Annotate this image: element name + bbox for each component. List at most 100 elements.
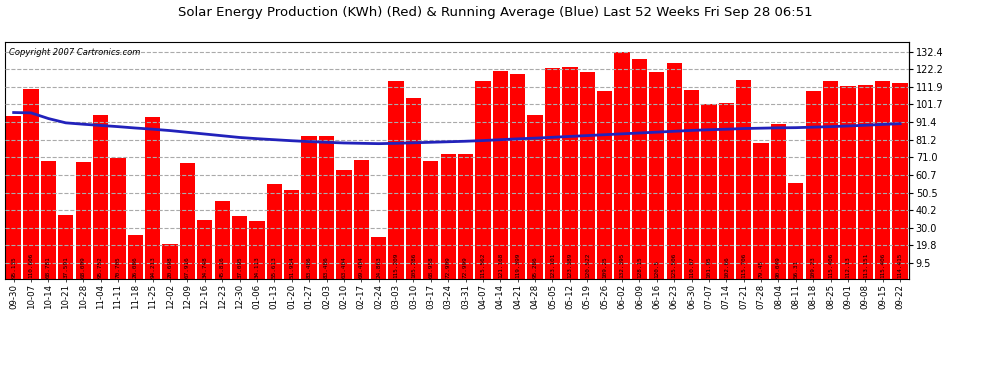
- Bar: [771, 124, 786, 279]
- Text: 119.399: 119.399: [515, 252, 520, 278]
- Text: 101.95: 101.95: [707, 256, 712, 278]
- Bar: [249, 221, 264, 279]
- Text: 83.486: 83.486: [307, 256, 312, 278]
- Text: 120.522: 120.522: [585, 252, 590, 278]
- Bar: [579, 72, 595, 279]
- Text: 68.099: 68.099: [80, 256, 86, 278]
- Text: 125.506: 125.506: [671, 252, 676, 278]
- Text: 37.095: 37.095: [238, 256, 243, 278]
- Bar: [528, 116, 543, 279]
- Bar: [458, 154, 473, 279]
- Bar: [128, 234, 143, 279]
- Bar: [753, 143, 768, 279]
- Bar: [24, 89, 39, 279]
- Bar: [806, 92, 821, 279]
- Bar: [597, 92, 612, 279]
- Text: 115.406: 115.406: [880, 252, 885, 278]
- Bar: [701, 104, 717, 279]
- Text: 113.151: 113.151: [863, 252, 868, 278]
- Bar: [736, 80, 751, 279]
- Text: 79.45: 79.45: [758, 260, 763, 278]
- Text: 114.415: 114.415: [898, 252, 903, 278]
- Text: Solar Energy Production (KWh) (Red) & Running Average (Blue) Last 52 Weeks Fri S: Solar Energy Production (KWh) (Red) & Ru…: [177, 6, 813, 19]
- Text: 90.049: 90.049: [776, 256, 781, 278]
- Bar: [649, 72, 664, 279]
- Bar: [562, 67, 577, 279]
- Text: 55.613: 55.613: [272, 256, 277, 278]
- Text: 110.07: 110.07: [689, 256, 694, 278]
- Text: 26.086: 26.086: [133, 256, 138, 278]
- Text: 34.748: 34.748: [202, 256, 207, 278]
- Bar: [41, 161, 56, 279]
- Text: 95.286: 95.286: [533, 256, 538, 278]
- Text: 68.781: 68.781: [46, 256, 50, 278]
- Text: 115.406: 115.406: [828, 252, 834, 278]
- Text: 72.999: 72.999: [463, 256, 468, 278]
- Bar: [58, 215, 73, 279]
- Text: 68.958: 68.958: [429, 256, 434, 278]
- Text: 95.135: 95.135: [11, 256, 16, 278]
- Bar: [544, 68, 560, 279]
- Bar: [423, 161, 439, 279]
- Bar: [510, 74, 526, 279]
- Text: 34.113: 34.113: [254, 256, 259, 278]
- Text: 24.863: 24.863: [376, 256, 381, 278]
- Bar: [232, 216, 248, 279]
- Text: 37.591: 37.591: [63, 256, 68, 278]
- Bar: [266, 184, 282, 279]
- Bar: [93, 115, 108, 279]
- Bar: [841, 87, 855, 279]
- Text: Copyright 2007 Cartronics.com: Copyright 2007 Cartronics.com: [10, 48, 141, 57]
- Bar: [75, 162, 91, 279]
- Bar: [719, 103, 734, 279]
- Bar: [892, 82, 908, 279]
- Text: 110.606: 110.606: [29, 252, 34, 278]
- Bar: [110, 158, 126, 279]
- Bar: [475, 81, 491, 279]
- Bar: [857, 85, 873, 279]
- Bar: [371, 237, 386, 279]
- Text: 109.23: 109.23: [811, 256, 816, 278]
- Bar: [353, 160, 369, 279]
- Bar: [666, 63, 682, 279]
- Text: 67.916: 67.916: [185, 256, 190, 278]
- Bar: [875, 81, 890, 279]
- Bar: [493, 71, 508, 279]
- Bar: [197, 220, 213, 279]
- Text: 72.999: 72.999: [446, 256, 450, 278]
- Bar: [302, 136, 317, 279]
- Text: 63.404: 63.404: [342, 256, 346, 278]
- Text: 115.209: 115.209: [394, 252, 399, 278]
- Text: 115.706: 115.706: [742, 252, 746, 278]
- Text: 45.816: 45.816: [220, 256, 225, 278]
- Text: 70.705: 70.705: [116, 256, 121, 278]
- Text: 95.752: 95.752: [98, 256, 103, 278]
- Text: 105.286: 105.286: [411, 252, 416, 278]
- Text: 132.395: 132.395: [620, 252, 625, 278]
- Bar: [406, 98, 421, 279]
- Bar: [284, 190, 299, 279]
- Text: 56.31: 56.31: [793, 260, 798, 278]
- Text: 94.213: 94.213: [150, 256, 155, 278]
- Text: 112.13: 112.13: [845, 256, 850, 278]
- Text: 83.486: 83.486: [324, 256, 329, 278]
- Bar: [388, 81, 404, 279]
- Text: 120.5: 120.5: [654, 260, 659, 278]
- Text: 51.954: 51.954: [289, 256, 294, 278]
- Bar: [684, 90, 699, 279]
- Bar: [215, 201, 230, 279]
- Bar: [337, 170, 351, 279]
- Bar: [180, 162, 195, 279]
- Bar: [162, 244, 178, 279]
- Bar: [6, 116, 22, 279]
- Bar: [615, 52, 630, 279]
- Bar: [788, 183, 804, 279]
- Text: 128.15: 128.15: [637, 256, 642, 278]
- Bar: [823, 81, 839, 279]
- Bar: [441, 154, 455, 279]
- Text: 20.698: 20.698: [167, 256, 172, 278]
- Text: 102.66: 102.66: [724, 256, 729, 278]
- Text: 115.562: 115.562: [480, 252, 485, 278]
- Text: 123.389: 123.389: [567, 252, 572, 278]
- Bar: [632, 59, 647, 279]
